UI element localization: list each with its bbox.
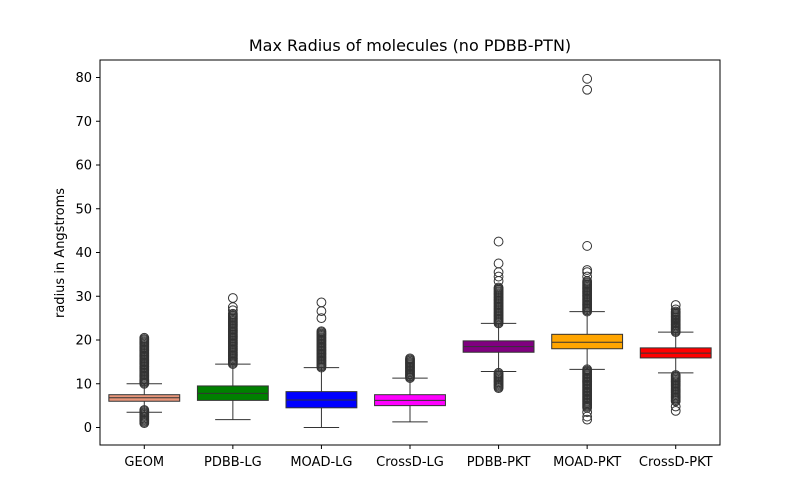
outlier-point [316, 297, 327, 308]
box-group [108, 332, 181, 429]
outlier-point [493, 236, 504, 247]
y-tick-label: 20 [75, 334, 92, 349]
outlier-point [493, 383, 504, 394]
x-tick-label: PDBB-PKT [467, 455, 531, 470]
y-tick-label: 40 [75, 246, 92, 261]
y-tick-label: 70 [75, 115, 92, 130]
plot-area [108, 73, 712, 429]
outlier-point [582, 411, 593, 422]
outlier-point [582, 267, 593, 278]
outlier-point [493, 318, 504, 329]
outlier-point [316, 313, 327, 324]
x-tick-label: PDBB-LG [204, 455, 262, 470]
outlier-point [405, 373, 415, 383]
y-tick-label: 0 [84, 421, 92, 436]
outlier-point [493, 271, 504, 282]
outlier-point [227, 359, 238, 369]
y-axis-label: radius in Angstroms [53, 188, 68, 318]
x-tick-label: MOAD-PKT [553, 455, 621, 470]
outlier-point [582, 265, 593, 275]
outlier-point [139, 378, 150, 389]
y-tick-label: 60 [75, 159, 92, 174]
outlier-point [582, 414, 593, 425]
box-group [196, 293, 269, 421]
y-tick-label: 50 [75, 202, 92, 217]
outlier-point [670, 396, 681, 407]
outlier-point [582, 84, 593, 95]
box-group [374, 353, 446, 423]
outlier-point [582, 407, 593, 418]
y-tick-label: 10 [75, 377, 92, 392]
outlier-point [582, 271, 593, 282]
outlier-point [139, 418, 150, 429]
box-group [462, 236, 535, 394]
box-group [639, 300, 712, 416]
box-body [551, 333, 624, 350]
outlier-point [670, 300, 681, 310]
y-tick-label: 80 [75, 71, 92, 86]
outlier-point [582, 73, 593, 84]
outlier-point [670, 405, 681, 416]
outlier-point [227, 305, 238, 316]
outlier-point [227, 293, 238, 303]
box-group [551, 73, 624, 425]
x-tick-label: CrossD-PKT [639, 455, 713, 470]
outlier-point [670, 327, 681, 338]
outlier-point [316, 362, 327, 373]
chart-title: Max Radius of molecules (no PDBB-PTN) [249, 36, 571, 55]
box-group [285, 297, 358, 428]
outlier-point [582, 241, 593, 251]
outlier-point [670, 304, 681, 315]
x-tick-label: GEOM [124, 455, 164, 470]
outlier-point [493, 258, 504, 269]
outlier-point [670, 401, 681, 412]
x-tick-label: CrossD-LG [376, 455, 444, 470]
y-tick-label: 30 [75, 290, 92, 305]
x-tick-label: MOAD-LG [290, 455, 352, 470]
outlier-point [582, 306, 593, 317]
